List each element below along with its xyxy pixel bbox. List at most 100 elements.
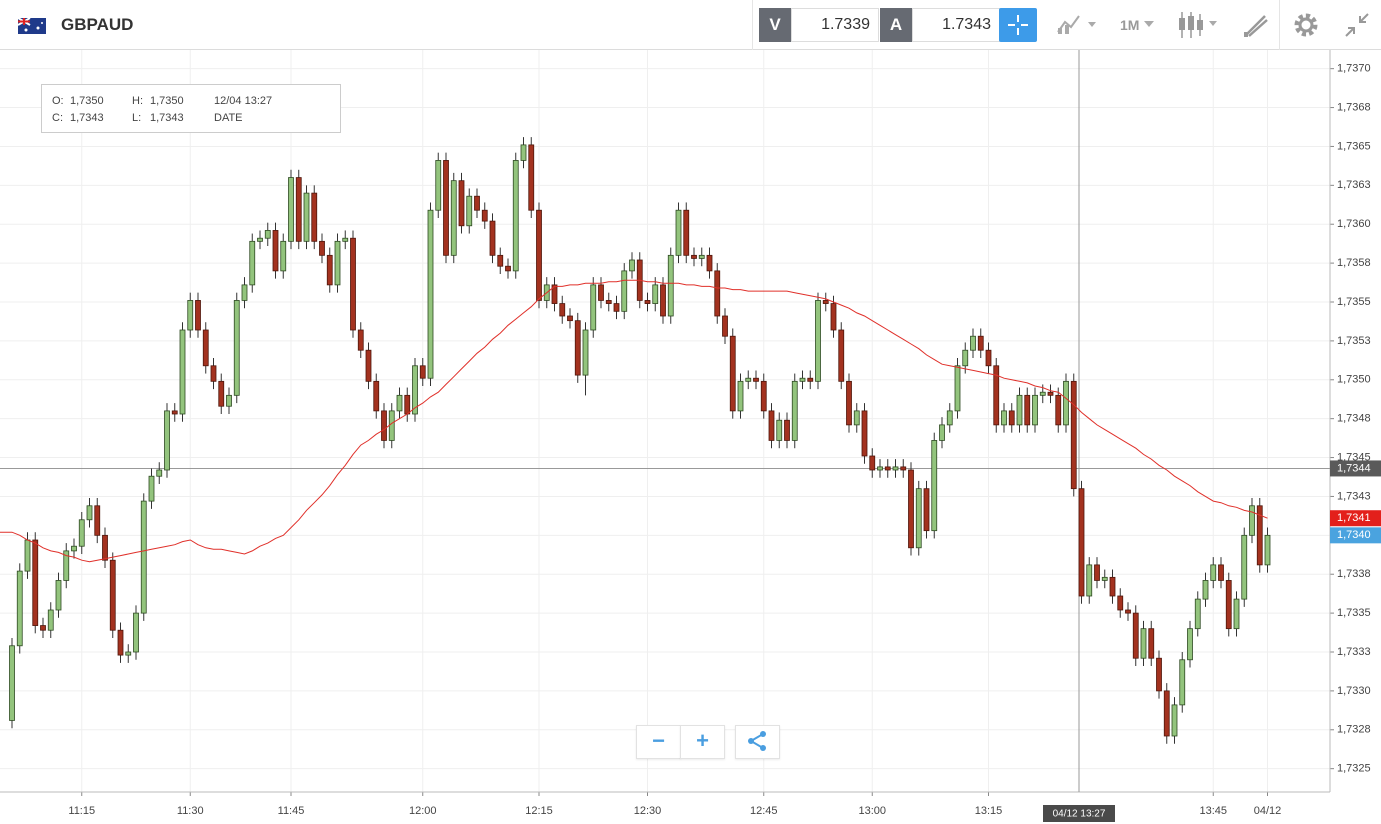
- symbol: GBPAUD: [61, 15, 134, 34]
- candle-body: [117, 629, 124, 656]
- chart-type-button[interactable]: [1055, 10, 1105, 40]
- high-label: H:: [132, 95, 143, 107]
- close-last-label-bg: [1330, 527, 1381, 544]
- x-tick-label: 12:00: [409, 805, 437, 817]
- separator: [1279, 0, 1280, 50]
- candle-body: [133, 612, 139, 653]
- y-tick-label: 1,7330: [1337, 685, 1371, 697]
- candle-body: [63, 550, 70, 581]
- candle-body: [249, 240, 256, 286]
- crosshair-price-label-bg: [1330, 460, 1381, 477]
- x-tick-label: 12:30: [634, 805, 662, 817]
- candle-body: [148, 475, 155, 502]
- candle-body: [729, 335, 736, 412]
- candle-body: [861, 410, 868, 457]
- moving-average: [0, 279, 1268, 563]
- candle-body: [226, 394, 232, 407]
- candle-body: [102, 534, 108, 561]
- candle-body: [497, 254, 504, 267]
- candle-body: [396, 394, 403, 412]
- y-tick-label: 1,7325: [1337, 763, 1371, 775]
- ma-last-label-bg: [1330, 510, 1381, 527]
- candle-body: [94, 505, 101, 536]
- y-tick-label: 1,7343: [1337, 490, 1371, 502]
- candle-body: [1094, 564, 1100, 581]
- candle-body: [125, 651, 132, 656]
- settings-button[interactable]: [1291, 10, 1321, 40]
- candle-body: [164, 410, 170, 471]
- y-tick-label: 1,7368: [1337, 101, 1371, 113]
- candle-body: [1241, 534, 1248, 600]
- candle-body: [505, 265, 511, 272]
- candle-body: [884, 466, 891, 471]
- x-tick-label: 12:45: [750, 805, 778, 817]
- sell-price[interactable]: 1.7339: [791, 8, 879, 42]
- candle-body: [900, 466, 907, 471]
- candle-body: [303, 192, 310, 242]
- draw-button[interactable]: [1241, 10, 1271, 40]
- candle-body: [551, 284, 558, 304]
- candle-body: [714, 270, 721, 317]
- candle-body: [1249, 505, 1255, 536]
- candle-body: [520, 144, 527, 161]
- x-tick-label: 11:15: [68, 805, 95, 817]
- candle-body: [760, 380, 767, 412]
- y-tick-label: 1,7348: [1337, 413, 1371, 425]
- candle-body: [768, 410, 775, 441]
- candle-body: [16, 570, 23, 647]
- x-tick-label: 11:30: [177, 805, 204, 817]
- candle-body: [1156, 657, 1162, 692]
- timeframe[interactable]: 1M: [1120, 17, 1140, 33]
- candle-body: [931, 440, 938, 532]
- candle-body: [334, 240, 341, 286]
- y-tick-label: 1,7333: [1337, 646, 1371, 658]
- y-tick-label: 1,7353: [1337, 335, 1371, 347]
- candle-body: [652, 284, 659, 304]
- buy-price[interactable]: 1.7343: [912, 8, 1000, 42]
- open-label: O:: [52, 95, 64, 107]
- candle-body: [915, 488, 922, 549]
- y-tick-label: 1,7328: [1337, 724, 1371, 736]
- candle-body: [40, 625, 46, 631]
- x-tick-label: 13:15: [975, 805, 1003, 817]
- close-label: C:: [52, 112, 63, 124]
- candle-body: [1264, 534, 1271, 566]
- candle-body: [590, 284, 597, 331]
- candle-body: [481, 209, 488, 222]
- buy-label[interactable]: A: [880, 8, 912, 42]
- x-tick-label: 12:15: [525, 805, 553, 817]
- candle-body: [1016, 394, 1023, 426]
- y-tick-label: 1,7360: [1337, 218, 1371, 230]
- crosshair-button[interactable]: [999, 8, 1037, 42]
- candle-body: [1008, 410, 1015, 426]
- candle-body: [350, 237, 356, 331]
- candle-body: [846, 380, 852, 426]
- candle-type-button[interactable]: [1178, 10, 1228, 40]
- candle-body: [923, 488, 930, 532]
- y-tick-label: 1,7350: [1337, 374, 1371, 386]
- crosshair-price-label: 1,7344: [1337, 462, 1371, 474]
- candle-body: [1024, 394, 1031, 426]
- candle-body: [946, 410, 953, 426]
- share-button[interactable]: [735, 725, 780, 759]
- zoom-out-button[interactable]: −: [636, 725, 681, 759]
- candle-body: [892, 466, 899, 471]
- zoom-in-button[interactable]: +: [680, 725, 725, 759]
- candle-body: [644, 300, 651, 304]
- candle-body: [1148, 628, 1155, 659]
- candle-body: [1202, 580, 1209, 600]
- candle-body: [474, 195, 480, 211]
- sell-label[interactable]: V: [759, 8, 791, 42]
- fullscreen-button[interactable]: [1342, 10, 1372, 40]
- y-tick-label: 1,7338: [1337, 568, 1371, 580]
- candle-body: [179, 329, 186, 415]
- close-value: 1,7343: [70, 112, 104, 124]
- candle-body: [698, 254, 705, 259]
- candle-body: [1163, 690, 1170, 737]
- x-tick-label: 11:45: [278, 805, 305, 817]
- flag-icon: [18, 17, 46, 34]
- share-icon: [748, 731, 766, 751]
- candle-body: [838, 329, 845, 382]
- candle-body: [985, 349, 992, 367]
